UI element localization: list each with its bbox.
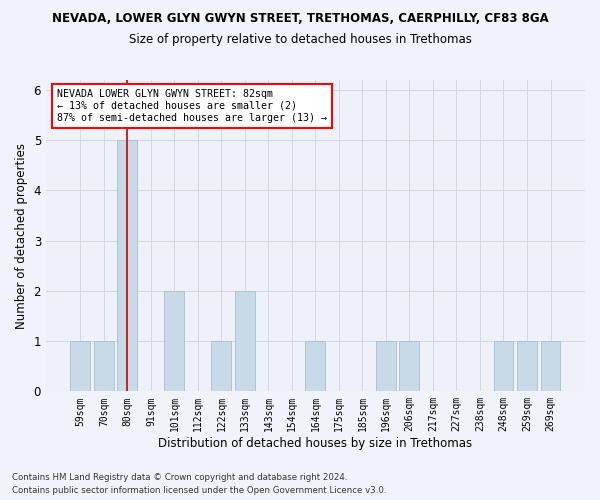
Text: NEVADA LOWER GLYN GWYN STREET: 82sqm
← 13% of detached houses are smaller (2)
87: NEVADA LOWER GLYN GWYN STREET: 82sqm ← 1… [56, 90, 326, 122]
Bar [517, 341, 537, 392]
Y-axis label: Number of detached properties: Number of detached properties [15, 142, 28, 328]
Bar [494, 341, 514, 392]
Bar [211, 341, 232, 392]
Bar [70, 341, 91, 392]
Bar [118, 140, 137, 392]
Text: Size of property relative to detached houses in Trethomas: Size of property relative to detached ho… [128, 32, 472, 46]
Bar [164, 291, 184, 392]
Bar [376, 341, 396, 392]
Bar [305, 341, 325, 392]
Text: NEVADA, LOWER GLYN GWYN STREET, TRETHOMAS, CAERPHILLY, CF83 8GA: NEVADA, LOWER GLYN GWYN STREET, TRETHOMA… [52, 12, 548, 26]
X-axis label: Distribution of detached houses by size in Trethomas: Distribution of detached houses by size … [158, 437, 473, 450]
Bar [400, 341, 419, 392]
Bar [235, 291, 255, 392]
Text: Contains public sector information licensed under the Open Government Licence v3: Contains public sector information licen… [12, 486, 386, 495]
Bar [94, 341, 114, 392]
Text: Contains HM Land Registry data © Crown copyright and database right 2024.: Contains HM Land Registry data © Crown c… [12, 474, 347, 482]
Bar [541, 341, 560, 392]
